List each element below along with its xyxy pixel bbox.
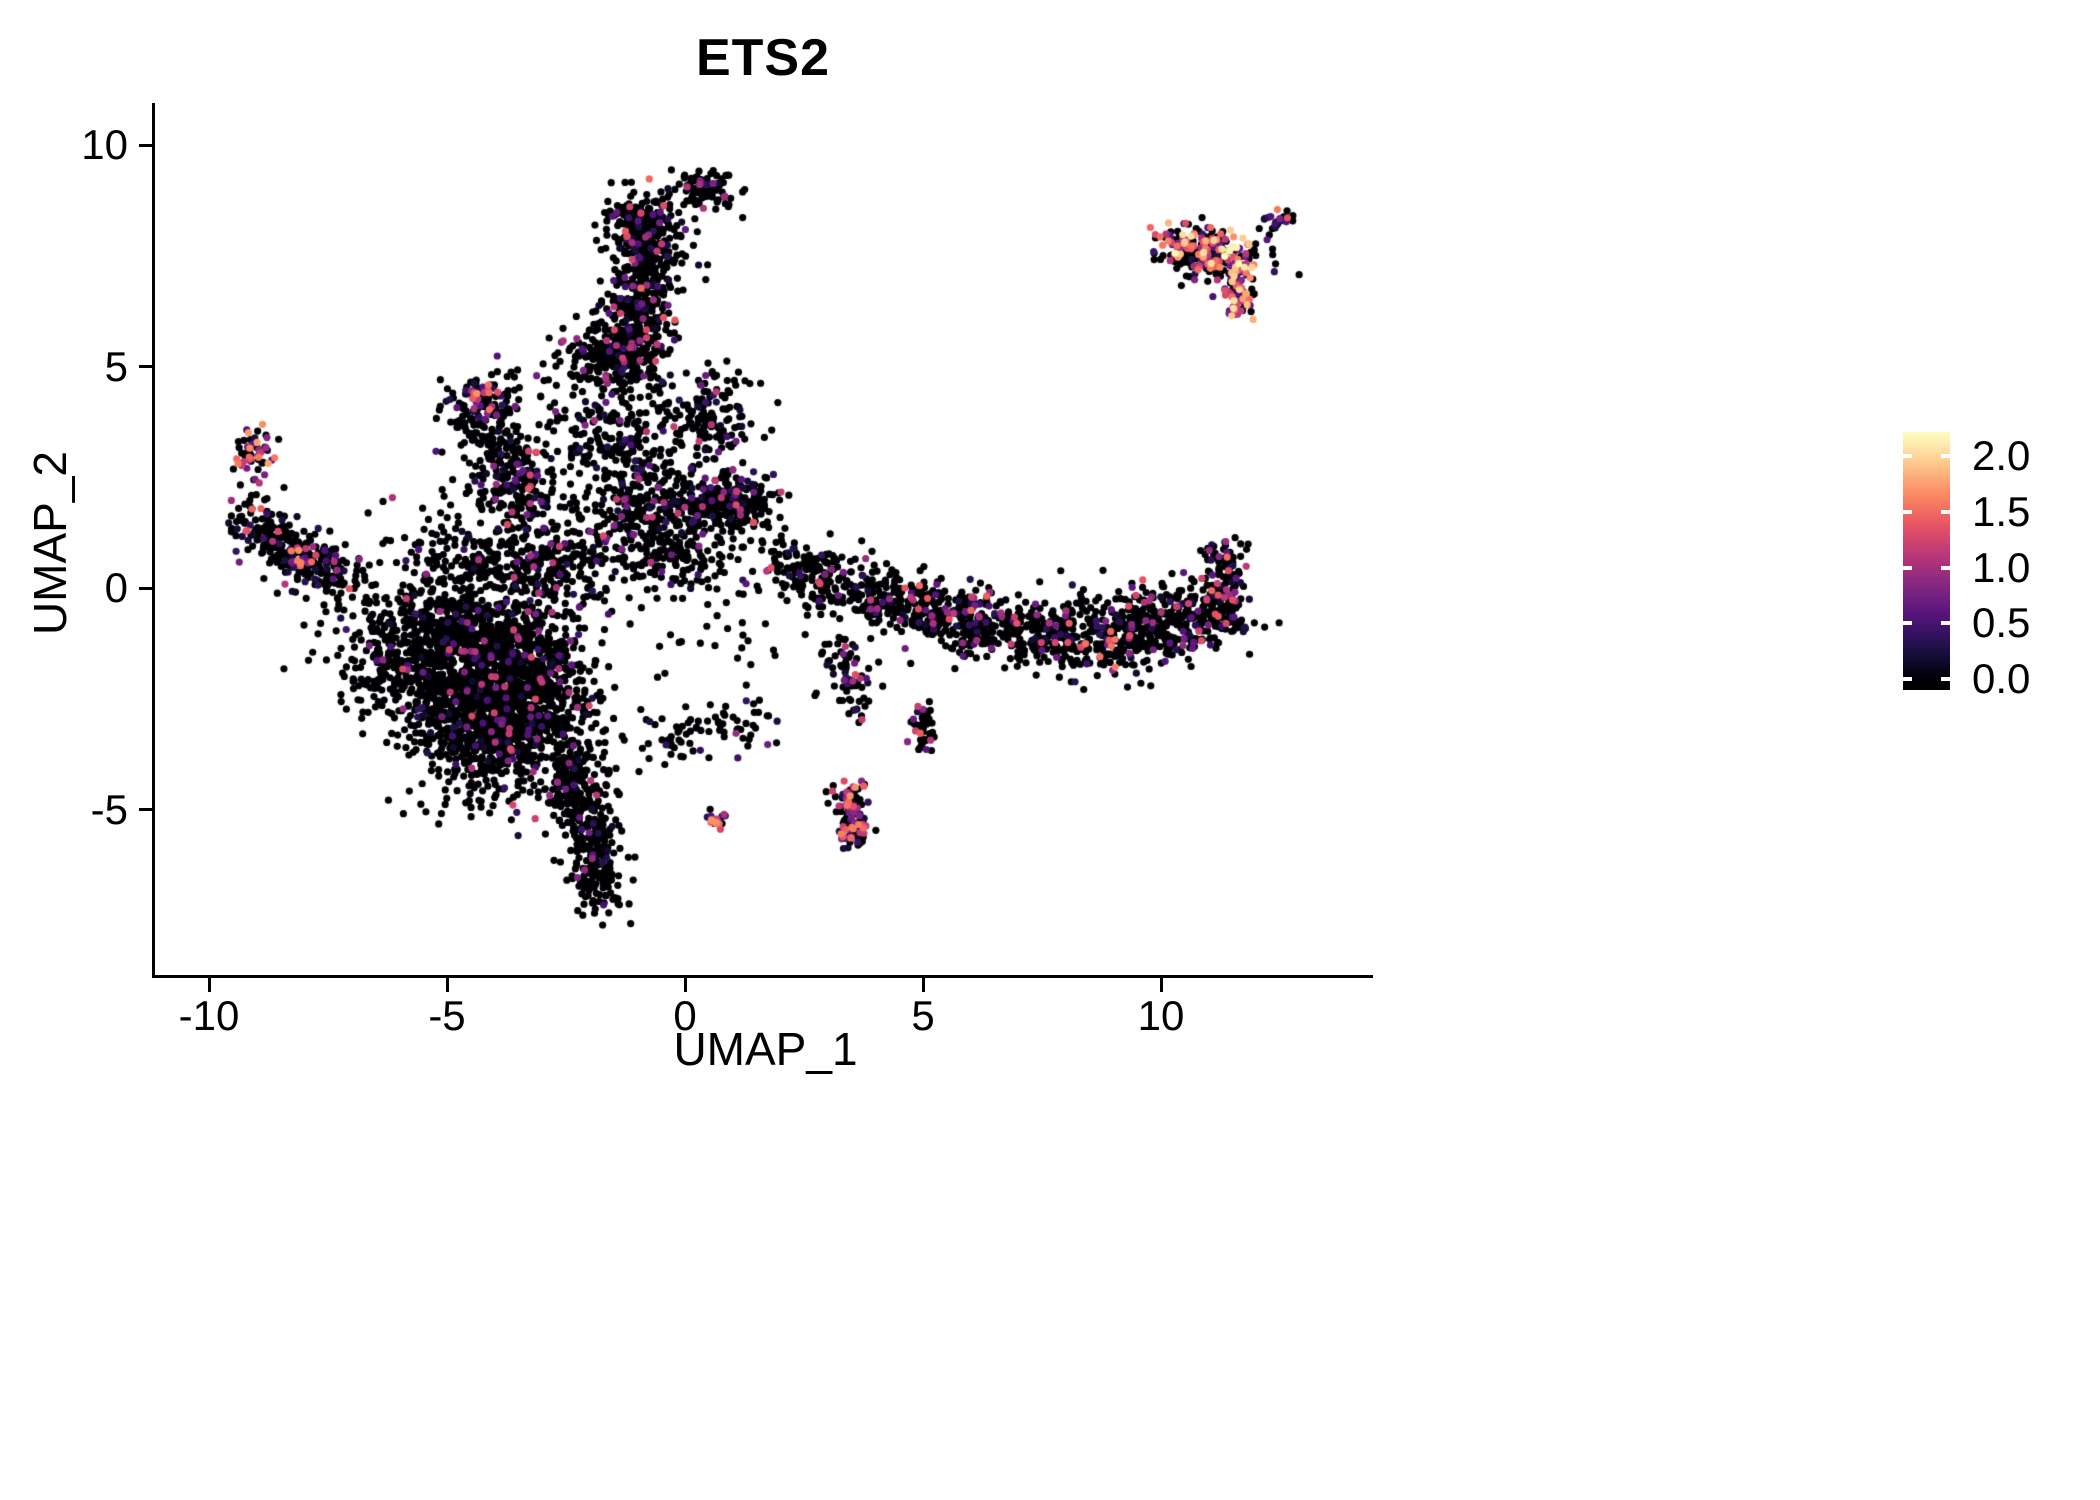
colorbar-tick-mark <box>1903 676 1912 681</box>
y-tick-label: 5 <box>104 342 128 390</box>
x-tick-label: 0 <box>673 992 697 1039</box>
colorbar-tick-labels: 2.0 1.5 1.0 0.5 0.0 <box>1972 0 2100 1500</box>
x-tick-label: -5 <box>428 992 466 1039</box>
colorbar-tick-mark <box>1941 565 1950 570</box>
x-tick-mark <box>1159 978 1163 992</box>
colorbar-tick-label: 1.5 <box>1972 487 2031 535</box>
colorbar-gradient <box>1903 432 1950 690</box>
colorbar-tick-label: 2.0 <box>1972 432 2031 480</box>
y-tick-label: -5 <box>90 785 128 833</box>
x-tick-label: -10 <box>178 992 240 1039</box>
expression-colorbar <box>1903 432 1950 690</box>
y-tick-mark <box>139 808 153 811</box>
x-tick-label: 10 <box>1137 992 1185 1039</box>
colorbar-tick-mark <box>1941 621 1950 626</box>
x-tick-mark <box>921 978 925 992</box>
colorbar-tick-mark <box>1941 454 1950 459</box>
y-tick-label: 0 <box>104 564 128 611</box>
x-axis-line <box>152 975 1373 978</box>
plot-title: ETS2 <box>695 29 831 87</box>
colorbar-tick-mark <box>1903 454 1912 459</box>
y-tick-label: 10 <box>81 121 128 168</box>
y-tick-mark <box>139 143 153 147</box>
y-tick-mark <box>139 586 153 590</box>
x-axis-title: UMAP_1 <box>673 1023 858 1075</box>
colorbar-tick-mark <box>1941 509 1950 514</box>
x-tick-label: 5 <box>911 992 935 1039</box>
x-tick-mark <box>445 978 449 992</box>
colorbar-tick-mark <box>1903 565 1912 570</box>
x-tick-mark <box>683 978 687 992</box>
colorbar-tick-mark <box>1903 621 1912 626</box>
colorbar-tick-label: 1.0 <box>1972 543 2031 591</box>
colorbar-tick-mark <box>1941 676 1950 681</box>
x-tick-mark <box>207 978 211 992</box>
y-axis-title: UMAP_2 <box>24 450 76 636</box>
colorbar-tick-label: 0.0 <box>1972 654 2031 702</box>
colorbar-tick-label: 0.5 <box>1972 599 2031 647</box>
y-axis-line <box>152 103 155 978</box>
y-tick-mark <box>139 365 153 368</box>
colorbar-tick-mark <box>1903 509 1912 514</box>
umap-scatter-canvas <box>156 102 1371 974</box>
